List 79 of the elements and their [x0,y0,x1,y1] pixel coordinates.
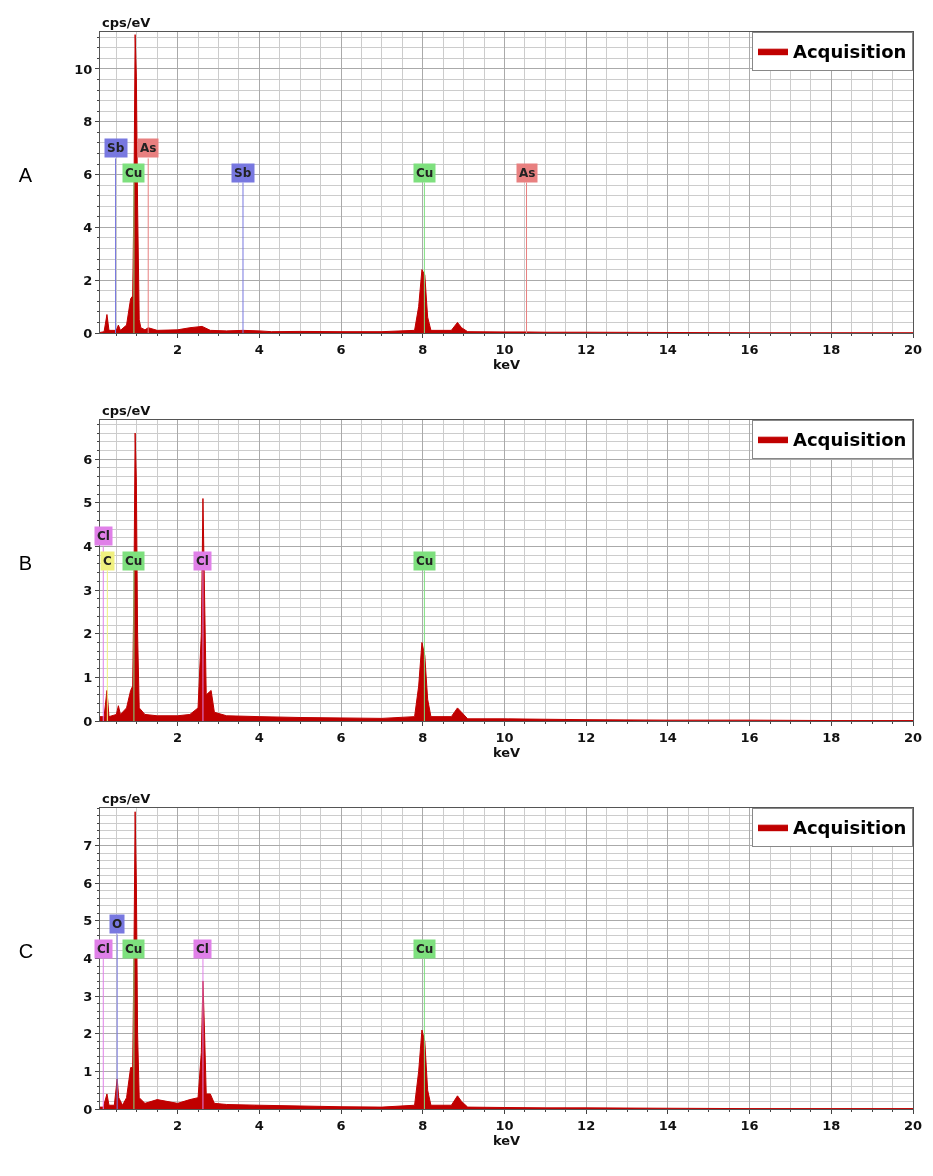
x-tick-label: 16 [740,341,759,357]
y-tick-label: 5 [83,913,93,929]
y-tick-label: 2 [83,272,93,288]
x-axis-title: keV [492,1132,521,1148]
x-tick-label: 14 [658,1117,677,1133]
y-tick-label: 4 [83,951,93,967]
x-tick-label: 20 [903,729,923,745]
x-tick-label: 6 [336,729,346,745]
x-tick-label: 6 [336,1117,346,1133]
y-tick-label: 4 [83,219,93,235]
y-tick-label: 2 [83,1026,93,1042]
y-tick-label: 3 [83,988,93,1004]
ref-line-label: Cl [196,554,209,568]
ref-line-label: Cu [416,166,434,180]
ref-line-label: Cl [97,942,110,956]
y-tick-label: 0 [83,1101,93,1117]
x-tick-label: 12 [577,341,596,357]
ref-line-label: Cl [97,529,110,543]
y-tick-label: 10 [74,61,93,77]
ref-line-label: Sb [234,166,252,180]
y-tick-label: 0 [83,325,93,341]
y-tick-label: 2 [83,626,93,642]
y-tick-label: 6 [83,875,93,891]
y-axis-title: cps/eV [102,403,151,418]
x-tick-label: 12 [577,1117,596,1133]
x-tick-label: 18 [822,341,841,357]
x-tick-label: 10 [495,341,514,357]
y-tick-label: 1 [83,669,93,685]
x-axis-title: keV [492,356,521,372]
y-tick-label: 4 [83,539,93,555]
ref-line-label: Cu [416,554,434,568]
x-tick-label: 4 [254,341,264,357]
x-axis-title: keV [492,744,521,760]
y-tick-label: 8 [83,114,93,130]
ref-line-label: Cu [416,942,434,956]
x-tick-label: 18 [822,1117,841,1133]
y-tick-label: 6 [83,451,93,467]
ref-line-label: Cl [196,942,209,956]
ref-line-label: O [112,917,123,931]
x-tick-label: 10 [495,729,514,745]
x-tick-label: 8 [418,729,428,745]
x-tick-label: 2 [173,729,183,745]
x-tick-label: 2 [173,341,183,357]
x-tick-label: 8 [418,1117,428,1133]
y-tick-label: 6 [83,167,93,183]
legend-label: Acquisition [793,817,907,839]
x-tick-label: 4 [254,1117,264,1133]
y-axis-title: cps/eV [102,15,151,30]
text: C [18,939,34,962]
y-tick-label: 1 [83,1063,93,1079]
x-tick-label: 16 [740,729,759,745]
x-tick-label: 18 [822,729,841,745]
ref-line-label: Cu [125,942,143,956]
text: A [18,163,33,186]
ref-line-label: Cu [125,166,143,180]
x-tick-label: 10 [495,1117,514,1133]
ref-line-label: As [140,141,157,155]
x-tick-label: 16 [740,1117,759,1133]
x-tick-label: 20 [903,1117,923,1133]
y-tick-label: 0 [83,713,93,729]
legend-label: Acquisition [793,429,907,451]
ref-line-label: As [519,166,536,180]
x-tick-label: 2 [173,1117,183,1133]
legend-label: Acquisition [793,41,907,63]
x-tick-label: 4 [254,729,264,745]
x-tick-label: 14 [658,729,677,745]
y-tick-label: 5 [83,495,93,511]
text: B [18,551,32,574]
ref-line-label: Sb [107,141,125,155]
y-tick-label: 3 [83,582,93,598]
y-tick-label: 7 [83,838,93,854]
x-tick-label: 12 [577,729,596,745]
x-tick-label: 8 [418,341,428,357]
ref-line-label: Cu [125,554,143,568]
y-axis-title: cps/eV [102,791,151,806]
x-tick-label: 14 [658,341,677,357]
ref-line-label: C [103,554,112,568]
x-tick-label: 20 [903,341,923,357]
x-tick-label: 6 [336,341,346,357]
